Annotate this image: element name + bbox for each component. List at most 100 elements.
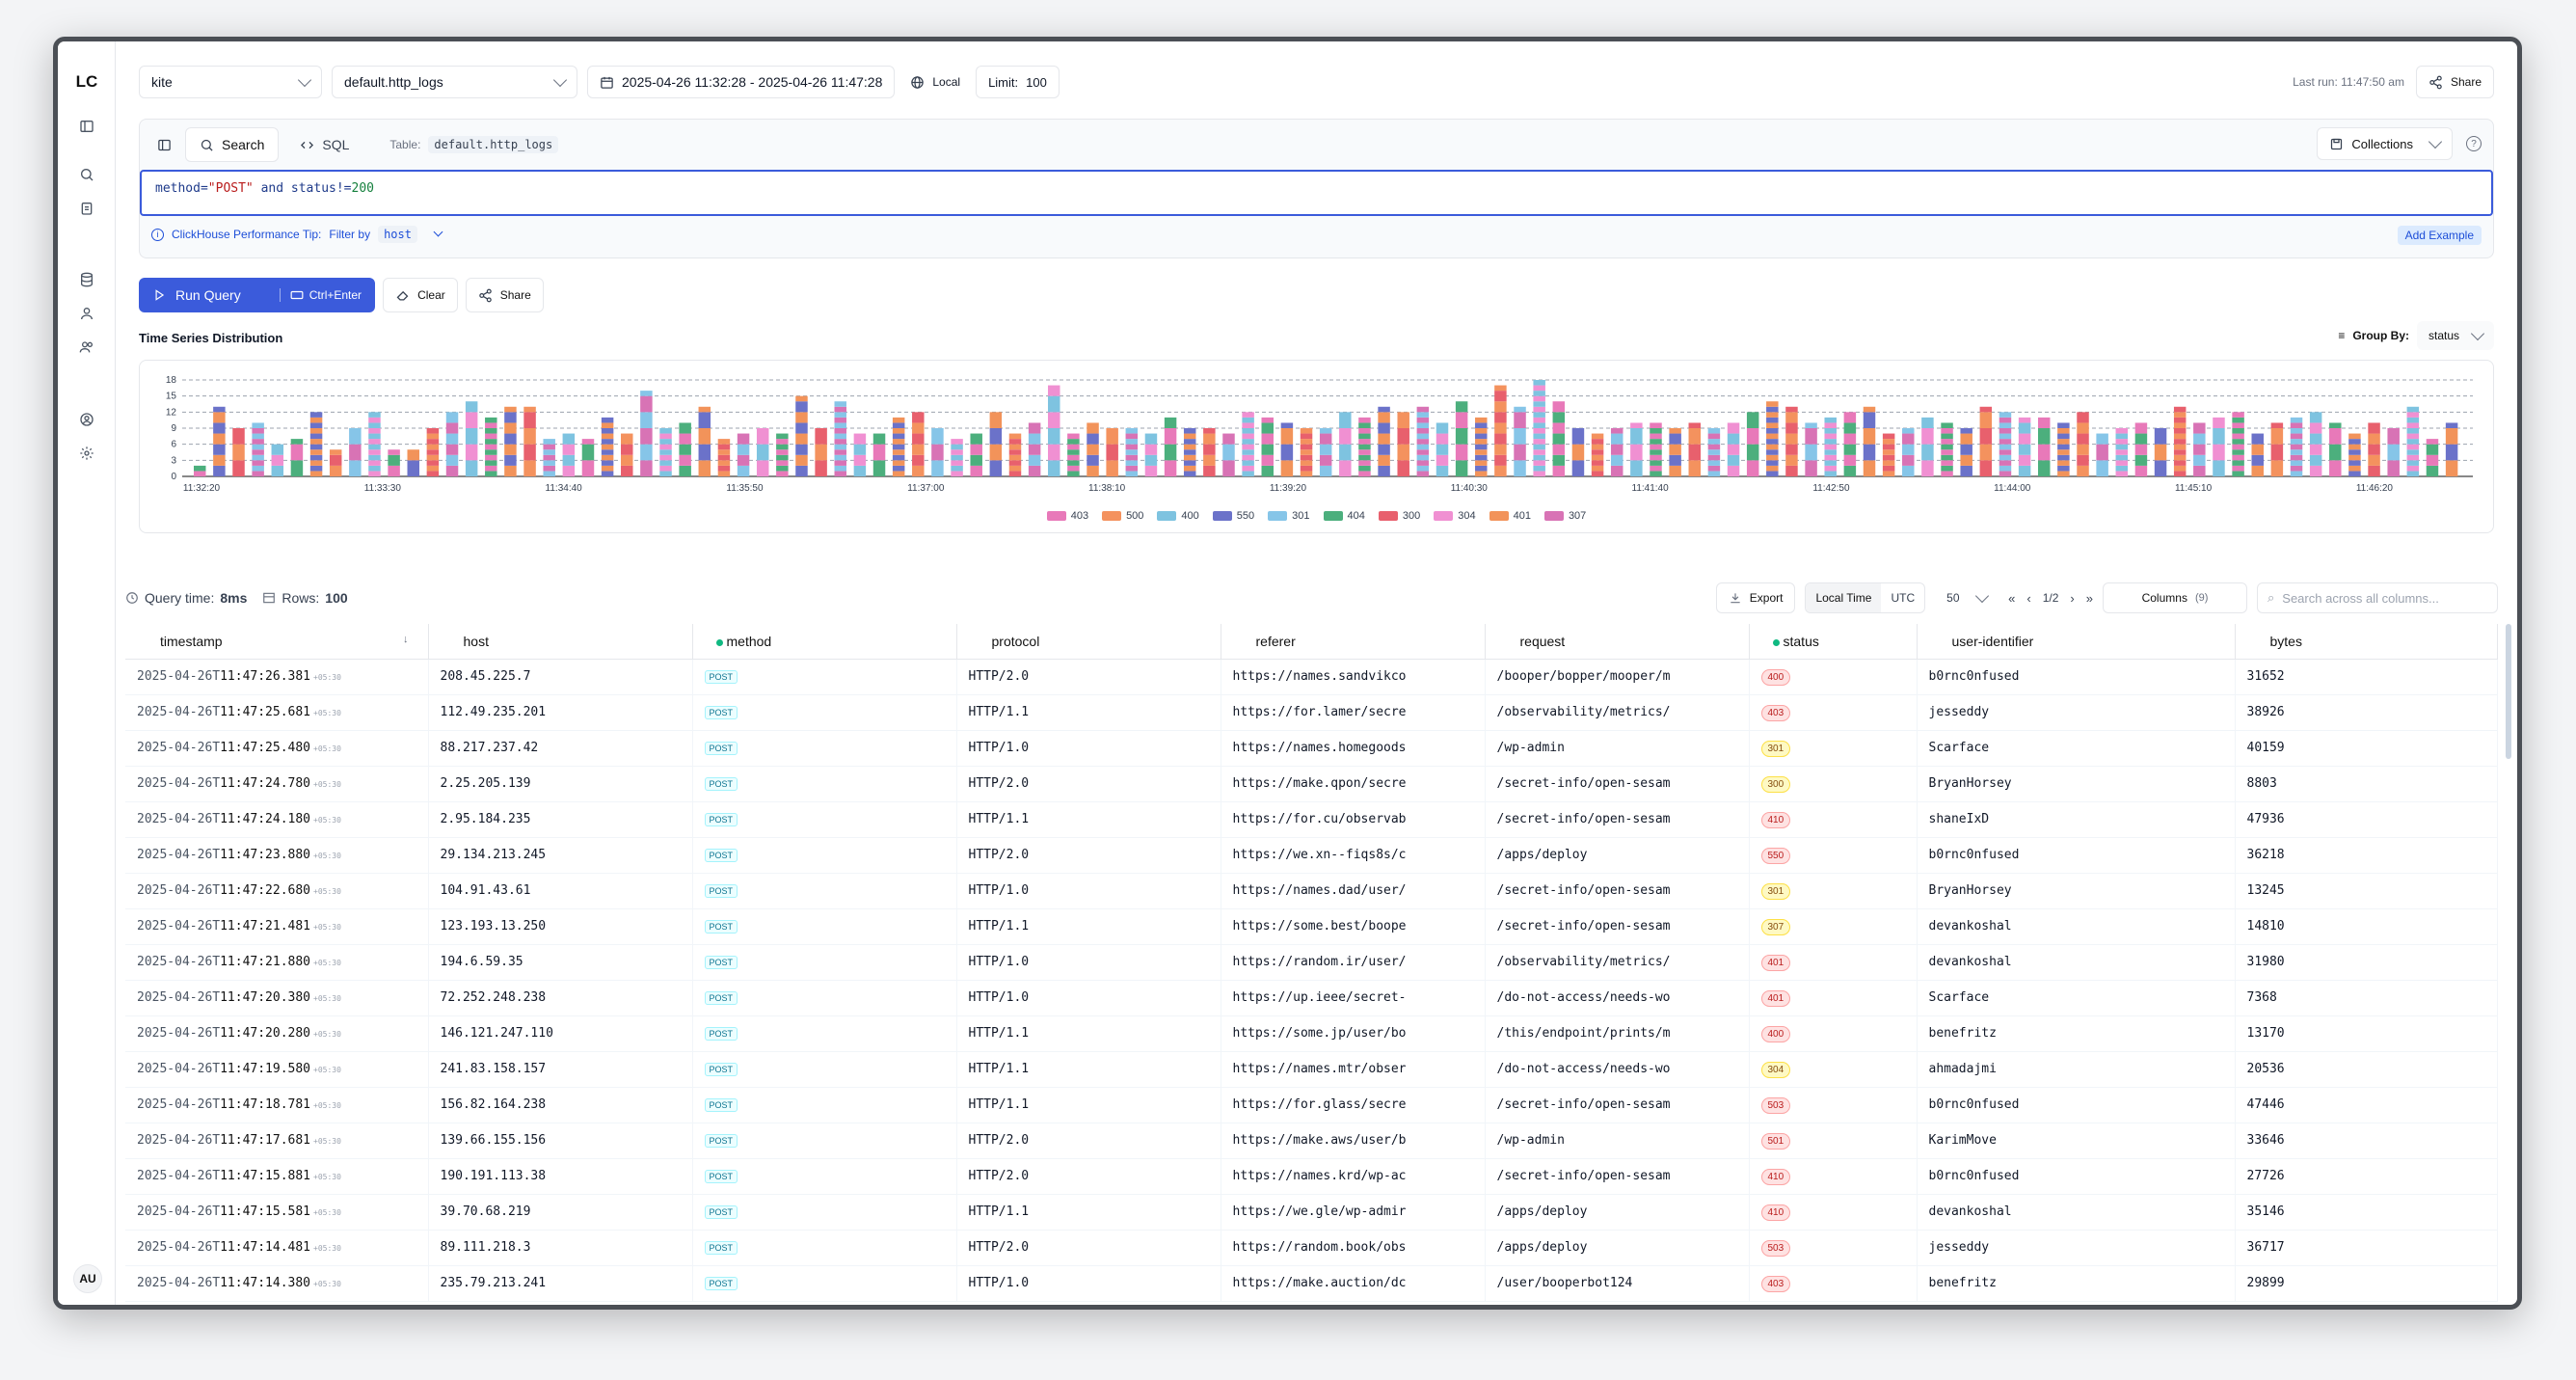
bar-segment[interactable] [640, 444, 653, 461]
bar-segment[interactable] [1008, 433, 1022, 440]
bar-segment[interactable] [834, 444, 846, 450]
bar-segment[interactable] [1397, 428, 1409, 445]
bar-segment[interactable] [504, 406, 517, 413]
group-by-select[interactable]: status [2417, 321, 2494, 350]
legend-item[interactable]: 304 [1434, 510, 1476, 522]
bar-segment[interactable] [1048, 444, 1060, 461]
bar-segment[interactable] [1494, 412, 1507, 423]
bar-segment[interactable] [1048, 395, 1060, 413]
bar-segment[interactable] [2309, 465, 2322, 476]
bar-segment[interactable] [892, 471, 905, 476]
bar-segment[interactable] [2251, 454, 2264, 466]
bar-segment[interactable] [368, 444, 381, 450]
bar-segment[interactable] [1242, 454, 1254, 461]
bar-segment[interactable] [1882, 449, 1895, 455]
database-icon[interactable] [77, 270, 96, 289]
bar-segment[interactable] [1067, 444, 1080, 450]
bar-segment[interactable] [621, 454, 633, 466]
bar-segment[interactable] [2057, 454, 2070, 461]
bar-segment[interactable] [1416, 417, 1430, 423]
bar-segment[interactable] [2290, 439, 2303, 445]
bar-segment[interactable] [2057, 422, 2070, 428]
bar-segment[interactable] [1358, 460, 1371, 466]
bar-segment[interactable] [1028, 454, 1041, 466]
legend-item[interactable]: 300 [1378, 510, 1420, 522]
bar-segment[interactable] [485, 439, 497, 445]
bar-segment[interactable] [1514, 460, 1526, 476]
bar-segment[interactable] [1378, 433, 1390, 445]
bar-segment[interactable] [1455, 444, 1468, 461]
bar-segment[interactable] [2018, 465, 2031, 476]
bar-segment[interactable] [2406, 439, 2420, 445]
bar-segment[interactable] [1300, 433, 1313, 440]
bar-segment[interactable] [1008, 465, 1022, 472]
bar-segment[interactable] [581, 460, 595, 476]
bar-segment[interactable] [2134, 444, 2148, 455]
bar-segment[interactable] [1571, 428, 1585, 445]
bar-segment[interactable] [309, 454, 323, 461]
bar-segment[interactable] [309, 417, 323, 423]
bar-segment[interactable] [1378, 406, 1390, 413]
bar-segment[interactable] [1785, 433, 1798, 445]
bar-segment[interactable] [213, 406, 226, 413]
bar-segment[interactable] [951, 444, 963, 450]
bar-segment[interactable] [1087, 444, 1099, 455]
bar-segment[interactable] [621, 465, 633, 476]
bar-segment[interactable] [892, 465, 905, 472]
bar-segment[interactable] [2213, 444, 2225, 461]
bar-segment[interactable] [2270, 422, 2284, 428]
bar-segment[interactable] [1552, 465, 1566, 476]
bar-segment[interactable] [2173, 428, 2187, 434]
bar-segment[interactable] [504, 433, 517, 445]
bar-segment[interactable] [2270, 444, 2284, 461]
bar-segment[interactable] [1824, 439, 1837, 445]
bar-segment[interactable] [1999, 422, 2012, 428]
bar-segment[interactable] [1882, 471, 1895, 476]
bar-segment[interactable] [2290, 444, 2303, 450]
bar-segment[interactable] [1087, 433, 1099, 445]
bar-segment[interactable] [1766, 433, 1779, 440]
bar-segment[interactable] [1125, 460, 1139, 466]
bar-segment[interactable] [1261, 454, 1275, 466]
bar-segment[interactable] [2057, 444, 2070, 450]
bar-segment[interactable] [1008, 439, 1022, 445]
bar-segment[interactable] [776, 454, 789, 461]
bar-segment[interactable] [776, 471, 789, 476]
bar-segment[interactable] [737, 454, 750, 466]
bar-segment[interactable] [795, 395, 808, 402]
bar-segment[interactable] [426, 433, 440, 440]
table-row[interactable]: 2025-04-26T11:47:25.681 +05:30 112.49.235.… [125, 694, 2498, 731]
bar-segment[interactable] [2251, 433, 2264, 445]
bar-segment[interactable] [1941, 428, 1953, 434]
bar-segment[interactable] [1416, 454, 1430, 461]
bar-segment[interactable] [1533, 385, 1545, 392]
bar-segment[interactable] [2232, 460, 2244, 466]
bar-segment[interactable] [2173, 439, 2187, 445]
bar-segment[interactable] [2290, 433, 2303, 440]
panel-toggle-icon[interactable] [151, 127, 177, 162]
bar-segment[interactable] [252, 422, 264, 428]
bar-segment[interactable] [1358, 471, 1371, 476]
bar-segment[interactable] [737, 433, 750, 445]
bar-segment[interactable] [1125, 439, 1139, 445]
user-icon[interactable] [77, 304, 96, 323]
bar-segment[interactable] [1533, 417, 1545, 423]
bar-segment[interactable] [1785, 454, 1798, 466]
bar-segment[interactable] [2232, 454, 2244, 461]
bar-segment[interactable] [1727, 444, 1740, 455]
bar-segment[interactable] [213, 454, 226, 466]
bar-segment[interactable] [659, 460, 672, 466]
bar-segment[interactable] [1358, 422, 1371, 428]
bar-segment[interactable] [2154, 460, 2167, 476]
bar-segment[interactable] [1067, 460, 1080, 466]
bar-segment[interactable] [309, 433, 323, 440]
bar-segment[interactable] [2232, 449, 2244, 455]
bar-segment[interactable] [1087, 465, 1099, 476]
bar-segment[interactable] [2309, 454, 2322, 466]
bar-segment[interactable] [1300, 439, 1313, 445]
bar-segment[interactable] [2193, 444, 2206, 455]
bar-segment[interactable] [2406, 422, 2420, 428]
bar-segment[interactable] [465, 412, 478, 428]
bar-segment[interactable] [1707, 439, 1721, 445]
bar-segment[interactable] [756, 460, 769, 476]
